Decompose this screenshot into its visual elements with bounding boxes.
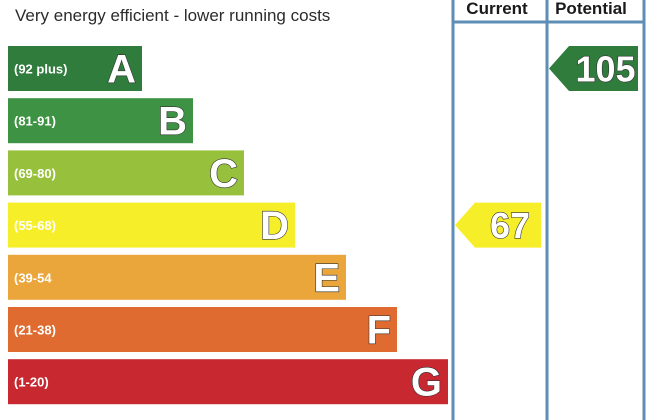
band-a-letter: A — [107, 48, 136, 92]
rating-columns-frame — [451, 0, 646, 420]
band-a-range: (92 plus) — [14, 62, 67, 77]
band-f-letter: F — [367, 309, 391, 353]
band-d-range: (55-68) — [14, 218, 56, 233]
rating-markers: 67 105 — [455, 46, 638, 248]
band-b-letter: B — [158, 100, 187, 144]
current-rating-value: 67 — [490, 205, 530, 246]
band-g-bar — [8, 359, 448, 405]
band-b-bar — [8, 98, 193, 144]
rating-bands: (92 plus) A (81-91) B (69-80) C (55-68) D (39-54… — [8, 46, 448, 405]
current-column-header: Current — [466, 0, 528, 18]
band-a-bar — [8, 46, 142, 91]
potential-column-header: Potential — [555, 0, 627, 18]
current-rating-arrow — [455, 202, 541, 248]
band-f-bar — [8, 307, 397, 352]
band-e-bar — [8, 254, 346, 300]
efficiency-header-text: Very energy efficient - lower running co… — [15, 6, 331, 25]
band-c-bar — [8, 150, 244, 196]
band-e-letter: E — [313, 256, 340, 300]
band-f-range: (21-38) — [14, 323, 56, 338]
band-g-letter: G — [411, 361, 442, 405]
band-g-range: (1-20) — [14, 375, 49, 390]
potential-rating-value: 105 — [575, 49, 635, 90]
potential-rating-arrow — [549, 46, 638, 91]
band-d-bar — [8, 202, 295, 248]
band-d-letter: D — [260, 204, 289, 248]
band-b-range: (81-91) — [14, 114, 56, 129]
band-c-letter: C — [209, 152, 238, 196]
band-e-range: (39-54 — [14, 270, 52, 285]
band-c-range: (69-80) — [14, 166, 56, 181]
